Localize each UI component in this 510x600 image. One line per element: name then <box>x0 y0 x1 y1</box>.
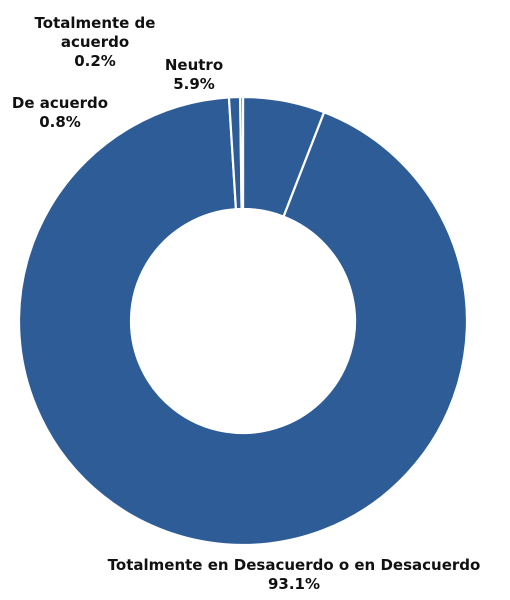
slice-label-totalmente-de-acuerdo: Totalmente de acuerdo 0.2% <box>30 14 160 71</box>
donut-slice-totalmente-de-acuerdo <box>239 95 245 211</box>
slice-label-value: 93.1% <box>267 575 321 593</box>
slice-label-de-acuerdo: De acuerdo 0.8% <box>10 94 110 132</box>
slice-label-name: Totalmente en Desacuerdo o en Desacuerdo <box>107 556 481 574</box>
slice-label-value: 5.9% <box>173 75 215 93</box>
slice-label-value: 0.2% <box>74 52 116 70</box>
slice-label-neutro: Neutro 5.9% <box>162 56 226 94</box>
slice-label-value: 0.8% <box>39 113 81 131</box>
slice-label-name: Totalmente de <box>34 14 156 32</box>
donut-slice-totalmente-en-desacuerdo-o-en-desacuerdo <box>17 96 469 547</box>
slice-label-name-line-2: acuerdo <box>60 33 130 51</box>
slice-label-name: De acuerdo <box>11 94 109 112</box>
slice-label-totalmente-en-desacuerdo: Totalmente en Desacuerdo o en Desacuerdo… <box>84 556 504 594</box>
slice-label-name: Neutro <box>164 56 224 74</box>
